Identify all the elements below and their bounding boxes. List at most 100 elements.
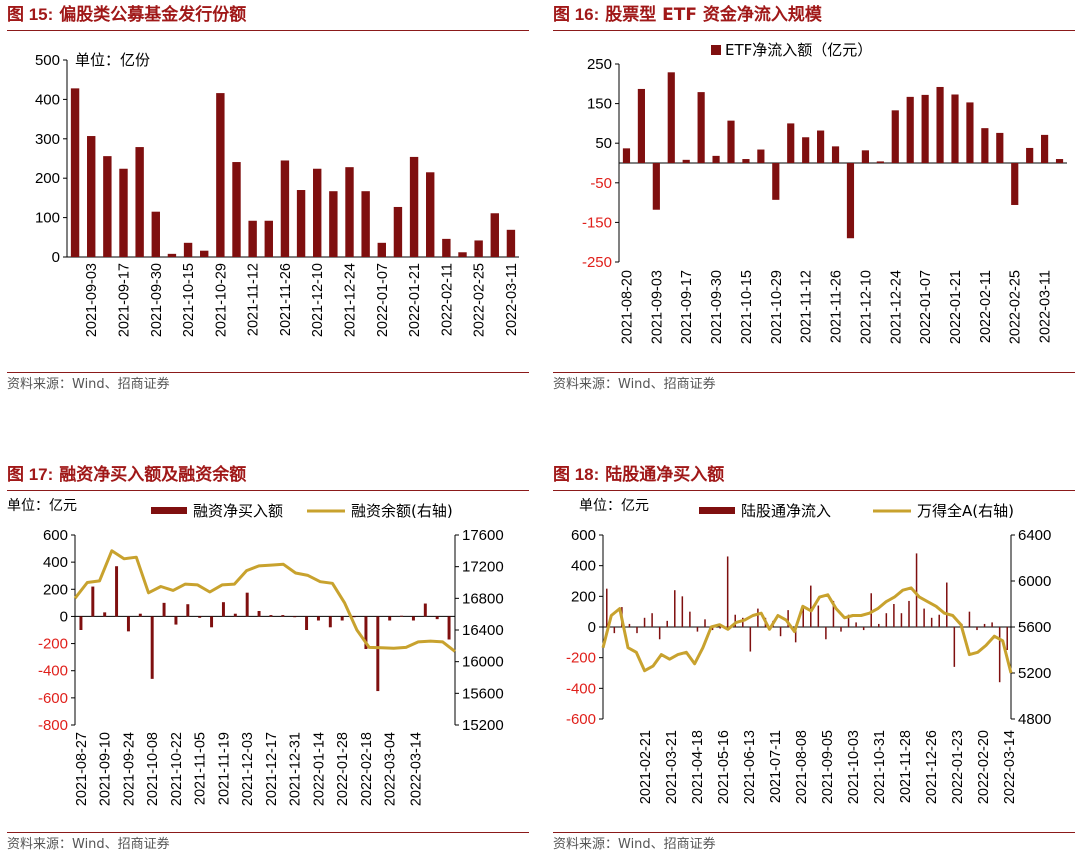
- panel-title-text: 陆股通净买入额: [605, 465, 725, 485]
- x-tick-label: 2022-01-23: [950, 730, 966, 804]
- y-tick-label: 400: [35, 91, 60, 108]
- y-tick-label: 5200: [1018, 665, 1051, 682]
- x-tick-label: 2021-03-21: [664, 730, 680, 804]
- y-tick-label: -150: [582, 214, 612, 231]
- x-tick-label: 2021-06-13: [742, 730, 758, 804]
- bar: [930, 617, 933, 627]
- bar: [1041, 134, 1049, 163]
- bar: [870, 593, 872, 627]
- x-tick-label: 2022-03-14: [1002, 730, 1018, 804]
- bar: [915, 553, 918, 627]
- bar: [802, 607, 804, 627]
- unit-label: 单位：亿元: [579, 498, 649, 514]
- bar: [983, 623, 986, 627]
- x-tick-label: 2021-02-21: [638, 730, 654, 804]
- bar: [376, 616, 380, 692]
- x-tick-label: 2022-03-14: [408, 732, 424, 806]
- y-tick-label: 200: [571, 588, 596, 605]
- x-tick-label: 2021-09-17: [117, 263, 133, 337]
- y-tick-label: 600: [571, 527, 596, 544]
- bar: [976, 627, 978, 631]
- bar: [264, 220, 273, 257]
- x-tick-label: 2021-11-26: [278, 263, 294, 336]
- bar: [727, 120, 735, 163]
- bar: [742, 159, 750, 163]
- bar: [643, 617, 646, 627]
- x-tick-label: 2021-11-12: [799, 270, 815, 343]
- x-tick-label: 2021-08-08: [794, 730, 810, 804]
- y-tick-label: -600: [566, 711, 596, 728]
- x-tick-label: 2021-04-18: [690, 730, 706, 804]
- legend-label: 融资余额(右轴): [351, 502, 453, 520]
- bar: [364, 616, 368, 649]
- x-tick-label: 2022-02-25: [472, 263, 488, 337]
- bar: [712, 155, 720, 163]
- y-tick-label: -250: [582, 254, 612, 271]
- bar: [103, 156, 112, 257]
- bar: [316, 616, 320, 621]
- y-tick-label: -50: [590, 175, 612, 192]
- y-tick-label: 4800: [1018, 711, 1051, 728]
- y-tick-label: -800: [38, 717, 68, 734]
- bar: [506, 229, 516, 257]
- x-tick-label: 2021-11-28: [898, 730, 914, 803]
- x-tick-label: 2021-10-29: [213, 263, 229, 337]
- bar: [893, 604, 895, 627]
- x-tick-label: 2021-07-11: [768, 730, 784, 803]
- bar: [174, 616, 178, 625]
- bar: [115, 566, 119, 617]
- source-note: 资料来源：Wind、招商证券: [7, 832, 529, 857]
- bar: [296, 190, 306, 257]
- bar: [435, 616, 439, 620]
- bar: [832, 600, 835, 627]
- y-tick-label: 16000: [462, 654, 504, 671]
- bar: [810, 585, 812, 627]
- bar: [787, 123, 795, 163]
- bar: [637, 88, 645, 163]
- bar: [151, 211, 160, 257]
- x-tick-label: 2022-02-11: [978, 270, 994, 343]
- bar: [966, 102, 974, 163]
- x-tick-label: 2021-08-27: [74, 732, 90, 806]
- panel-number: 图 15:: [7, 5, 54, 24]
- chart-panel-18: 图 18: 陆股通净买入额 -600 -400 -200 0 200 400 600 4800…: [553, 460, 1075, 857]
- bar: [779, 627, 782, 637]
- bar: [682, 159, 690, 163]
- bar: [1011, 163, 1019, 205]
- bar: [996, 132, 1004, 163]
- x-tick-label: 2021-11-12: [246, 263, 262, 336]
- bar: [794, 627, 797, 643]
- y-tick-label: 200: [35, 170, 60, 187]
- x-tick-label: 2021-09-03: [649, 270, 665, 344]
- chart-15-svg: 0 100 200 300 400 500 2021-09-03 2021-09-17 2021…: [35, 51, 520, 337]
- x-tick-label: 2022-01-21: [948, 270, 964, 344]
- bar: [200, 250, 209, 257]
- source-note: 资料来源：Wind、招商证券: [553, 372, 1075, 397]
- y-tick-label: 500: [35, 52, 60, 69]
- source-note: 资料来源：Wind、招商证券: [7, 372, 529, 397]
- bar: [652, 163, 660, 210]
- x-tick-label: 2021-09-10: [98, 732, 114, 806]
- y-tick-label: -400: [566, 680, 596, 697]
- bar: [878, 623, 880, 627]
- bar: [696, 627, 699, 632]
- bar: [442, 238, 451, 257]
- bar: [651, 613, 653, 627]
- bar: [981, 128, 989, 163]
- y-tick-label: 16400: [462, 622, 504, 639]
- bar: [606, 588, 608, 627]
- x-tick-label: 2022-02-18: [359, 732, 375, 806]
- y-tick-label: 150: [587, 96, 612, 113]
- bar: [891, 110, 899, 163]
- bar: [329, 191, 338, 257]
- bar: [458, 252, 467, 257]
- bar: [340, 616, 344, 621]
- x-tick-label: 2021-10-08: [145, 732, 161, 806]
- unit-label: 单位：亿份: [75, 51, 150, 69]
- x-tick-label: 2021-12-17: [264, 732, 280, 806]
- x-tick-label: 2021-10-29: [769, 270, 785, 344]
- bar: [674, 590, 676, 627]
- bar: [328, 616, 332, 628]
- bar: [377, 242, 386, 257]
- legend-label: 万得全A(右轴): [917, 502, 1014, 520]
